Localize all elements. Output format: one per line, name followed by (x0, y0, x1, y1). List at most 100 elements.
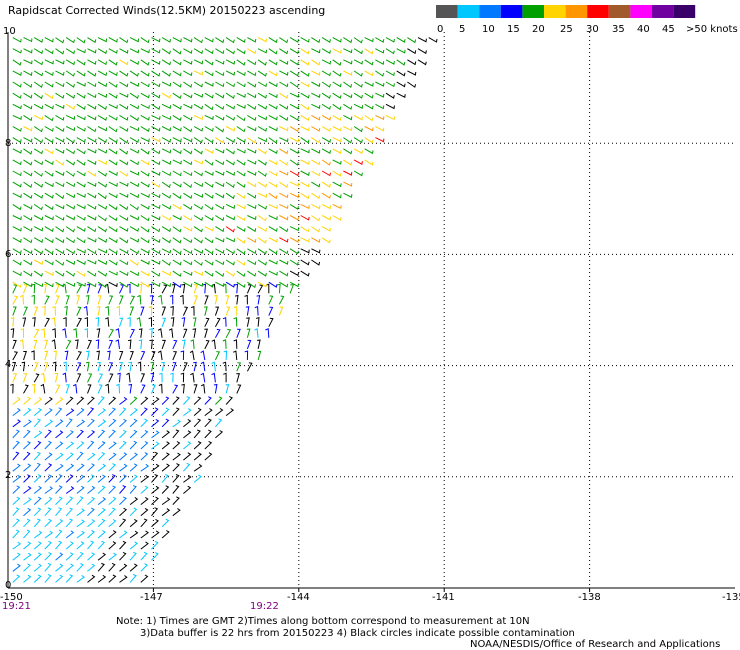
wind-barb (76, 508, 85, 517)
wind-barb (55, 281, 65, 288)
wind-barb (119, 317, 124, 327)
wind-barb (87, 237, 97, 243)
wind-barb (108, 530, 117, 539)
wind-barb (12, 419, 21, 428)
wind-barb (214, 306, 220, 316)
wind-barb (129, 237, 139, 243)
wind-barb (321, 137, 331, 143)
wind-barb (300, 215, 310, 221)
wind-barb (97, 463, 107, 472)
wind-barb (65, 496, 74, 505)
wind-barb (33, 530, 43, 539)
wind-barb (33, 281, 44, 288)
wind-barb (32, 317, 36, 327)
wind-barb (44, 463, 53, 472)
wind-barb (76, 574, 85, 583)
wind-barb (55, 529, 63, 539)
wind-barb (65, 148, 75, 155)
wind-barb (65, 159, 75, 166)
wind-barb (140, 474, 149, 483)
wind-barb (23, 306, 28, 316)
wind-barb (385, 114, 395, 121)
wind-barb (289, 103, 299, 110)
wind-barb (215, 81, 225, 88)
wind-barb (119, 126, 129, 132)
wind-barb (44, 237, 54, 244)
wind-barb (236, 248, 246, 255)
wind-barb (257, 192, 268, 198)
wind-barb (22, 317, 27, 327)
wind-barb (183, 270, 193, 276)
wind-barb (12, 496, 21, 505)
wind-barb (353, 126, 363, 133)
wind-barb (12, 103, 22, 110)
wind-barb (204, 248, 214, 255)
wind-barb (204, 103, 214, 111)
wind-barb (321, 81, 331, 88)
wind-barb (119, 530, 128, 539)
wind-barb (65, 563, 74, 572)
wind-barb (236, 81, 246, 88)
wind-barb (76, 429, 84, 439)
wind-barb (257, 226, 267, 232)
wind-barb (396, 59, 406, 66)
wind-barb (44, 270, 54, 276)
wind-barb (257, 284, 264, 294)
wind-barb (311, 103, 321, 109)
wind-barb (158, 383, 163, 394)
wind-barb (140, 306, 145, 316)
wind-barb (193, 126, 203, 132)
wind-barb (97, 259, 108, 265)
wind-barb (108, 159, 118, 166)
wind-barb (108, 48, 118, 54)
wind-barb (33, 37, 43, 43)
wind-barb (65, 170, 75, 177)
wind-barb (108, 181, 118, 187)
wind-barb (182, 362, 188, 372)
wind-barb (140, 48, 150, 54)
wind-barb (23, 384, 29, 394)
wind-barb (343, 148, 353, 155)
wind-barb (129, 226, 139, 232)
wind-barb (236, 373, 240, 383)
wind-barb (151, 59, 161, 65)
wind-barb (23, 507, 32, 517)
wind-barb (76, 48, 86, 54)
wind-barb (51, 339, 56, 349)
wind-barb (193, 137, 203, 144)
wind-barb (151, 407, 159, 416)
wind-barb (108, 70, 118, 77)
wind-barb (140, 148, 150, 155)
wind-barb (12, 474, 21, 483)
wind-barb (183, 430, 192, 439)
wind-barb (87, 37, 97, 44)
wind-barb (343, 37, 353, 44)
wind-barb (300, 59, 310, 66)
wind-barb (151, 451, 159, 461)
wind-barb (255, 317, 260, 327)
wind-barb (76, 362, 82, 372)
wind-barb (204, 452, 213, 461)
wind-barb (214, 328, 221, 339)
wind-barb (289, 248, 299, 255)
wind-barb (289, 137, 300, 143)
wind-barb (33, 541, 42, 550)
wind-barb (41, 328, 46, 338)
wind-barb (119, 192, 129, 198)
wind-barb (183, 126, 193, 133)
wind-barb (87, 507, 95, 517)
wind-barb (87, 192, 97, 199)
legend-label: 20 (532, 24, 545, 35)
wind-barb (225, 148, 235, 155)
wind-barb (12, 248, 22, 255)
wind-barb (76, 351, 82, 361)
wind-barb (12, 440, 20, 450)
wind-barb (183, 59, 193, 65)
wind-barb (12, 574, 21, 583)
wind-barb (119, 575, 128, 583)
wind-barb (12, 170, 22, 177)
wind-barb (247, 192, 257, 199)
wind-barb (204, 215, 214, 221)
wind-barb (84, 316, 88, 327)
wind-barb (204, 270, 214, 277)
